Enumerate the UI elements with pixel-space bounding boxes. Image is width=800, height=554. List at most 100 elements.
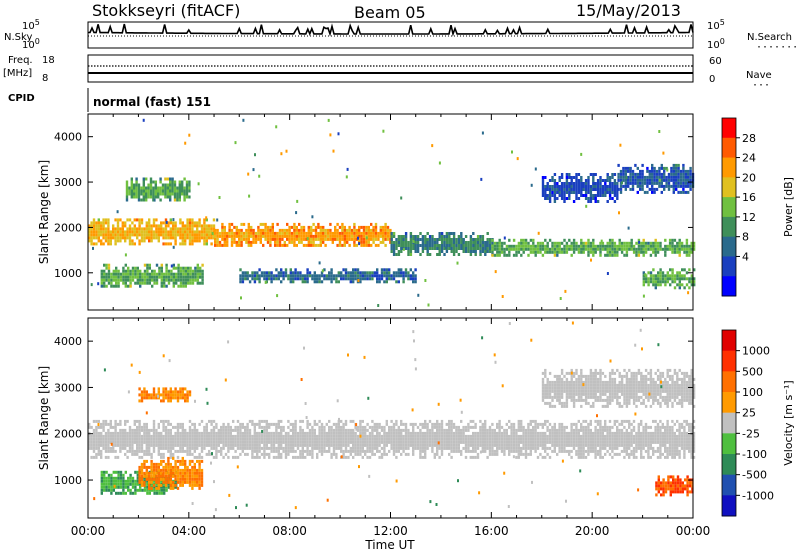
power-cell [264,228,267,232]
velocity-cell [512,443,516,447]
velocity-cell [277,419,280,423]
velocity-cell [251,434,254,438]
velocity-cell [479,434,482,438]
power-cell [400,274,403,278]
power-cell [164,186,167,190]
velocity-cell [344,455,348,459]
velocity-cell [388,431,391,435]
power-cell [139,278,142,282]
velocity-cell [121,443,124,447]
velocity-cell [97,452,100,456]
power-cell [402,271,405,275]
power-cell [176,233,180,237]
velocity-cell [299,434,302,438]
velocity-cell [558,434,561,438]
power-cell [205,236,208,240]
velocity-cell [647,452,650,456]
velocity-cell [263,431,266,435]
power-cell [560,194,564,197]
power-cell [167,221,170,225]
power-cell [208,236,211,240]
power-cell [105,263,108,267]
velocity-cell [580,443,583,447]
power-cell [484,247,487,250]
power-cell [553,197,557,200]
power-cell [313,274,316,278]
power-cell [660,166,663,170]
velocity-cell [107,431,110,435]
velocity-cell [88,437,91,441]
noise-tick-left-top: 105 [22,18,40,32]
velocity-cell [640,419,643,423]
power-cell [613,185,617,188]
power-cell [300,231,303,235]
velocity-cell [205,428,208,432]
velocity-cell [517,419,520,423]
velocity-cell [107,455,110,459]
power-cell [568,182,571,185]
power-cell [464,244,468,247]
power-cell [114,230,117,234]
velocity-cell [630,434,633,438]
power-cell [178,180,181,184]
power-cell [486,241,489,244]
velocity-cell [128,440,132,444]
nsearch-label: N.Search [747,32,792,43]
velocity-cell [176,440,180,444]
velocity-cell [515,434,518,438]
velocity-cell [486,443,489,447]
power-cell [266,228,270,232]
velocity-cell [426,425,429,429]
velocity-cell [642,428,645,432]
power-cell [349,271,352,275]
power-cell [611,176,614,179]
velocity-cell [464,434,468,438]
velocity-cell [316,440,319,444]
velocity-cell [160,443,163,447]
velocity-cell [412,422,415,426]
velocity-cell [476,437,480,441]
velocity-cell [311,434,314,438]
power-cell [122,281,125,285]
velocity-cell [455,449,458,453]
velocity-cell [568,434,571,438]
power-cell [684,181,687,185]
velocity-cell [589,434,592,438]
power-cell [688,280,691,284]
power-cell [157,239,160,243]
velocity-cell [635,446,638,450]
power-cell [189,275,192,279]
power-cell [184,284,187,288]
velocity-cell [236,428,240,432]
power-cell [188,242,192,246]
velocity-cell [404,434,408,438]
power-cell [426,250,429,253]
velocity-cell [301,419,304,423]
velocity-cell [301,455,304,459]
power-cell [462,238,465,241]
power-scatter-cell [321,269,324,273]
velocity-cell [299,455,302,459]
velocity-cell [167,443,170,447]
power-cell [397,235,401,238]
power-cell [577,182,581,185]
velocity-cell [203,434,206,438]
velocity-cell [232,428,235,432]
velocity-cell [102,434,105,438]
velocity-cell [294,425,297,429]
velocity-cell [457,449,460,453]
velocity-cell [596,443,600,447]
velocity-cell [623,425,626,429]
power-cell [677,166,680,170]
power-cell [414,250,417,253]
power-cell [678,283,681,287]
velocity-cell [304,443,307,447]
velocity-cell [647,437,650,441]
velocity-cell [409,440,412,444]
power-cell [370,228,373,232]
velocity-cell [635,440,638,444]
power-cell [563,244,566,248]
power-cell [88,227,91,231]
velocity-cell [604,422,607,426]
velocity-cell [263,428,266,432]
